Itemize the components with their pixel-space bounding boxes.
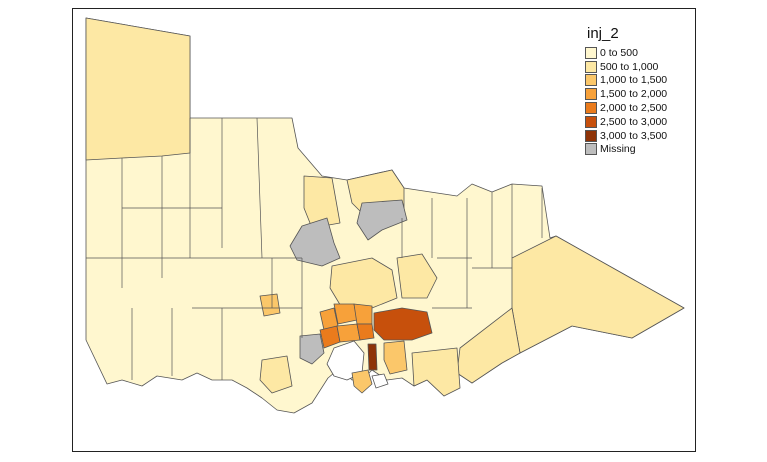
lga-missing-central — [289, 217, 341, 267]
legend-rows: 0 to 500 500 to 1,000 1,000 to 1,500 1,5… — [585, 46, 667, 156]
lga-yarra-ranges — [373, 307, 433, 341]
lga-northwest — [85, 17, 191, 161]
lga-golden-plains — [259, 293, 281, 317]
lga-central-ring — [329, 257, 398, 309]
legend-label: 3,000 to 3,500 — [600, 129, 668, 142]
lga-banyule — [356, 323, 375, 341]
lga-south-gippsland — [411, 347, 461, 397]
legend-swatch — [585, 143, 597, 156]
lga-cardinia — [383, 340, 408, 375]
lga-casey — [367, 343, 378, 371]
legend-item: 0 to 500 — [585, 46, 667, 60]
western-port — [371, 373, 389, 389]
legend-title: inj_2 — [587, 25, 619, 42]
legend-item: 1,500 to 2,000 — [585, 87, 667, 101]
lga-mornington — [351, 369, 373, 394]
legend-item: 2,000 to 2,500 — [585, 101, 667, 115]
legend-swatch — [585, 102, 597, 115]
legend-item: 500 to 1,000 — [585, 60, 667, 74]
legend-item: Missing — [585, 143, 667, 157]
legend-swatch — [585, 46, 597, 59]
legend-swatch — [585, 74, 597, 87]
lga-surf-coast — [259, 355, 293, 394]
legend-label: 0 to 500 — [600, 46, 638, 59]
legend-label: Missing — [600, 143, 636, 156]
legend-label: 1,500 to 2,000 — [600, 88, 668, 101]
legend-label: 2,500 to 3,000 — [600, 115, 668, 128]
lga-east-gippsland — [511, 235, 685, 354]
choropleth-map — [85, 17, 685, 414]
lga-missing-north — [356, 199, 408, 241]
lga-whittlesea — [353, 303, 373, 325]
lga-hume — [333, 303, 358, 325]
legend-swatch — [585, 88, 597, 101]
lga-mitchell — [396, 253, 438, 299]
legend-item: 3,000 to 3,500 — [585, 129, 667, 143]
legend-label: 1,000 to 1,500 — [600, 74, 668, 87]
legend-label: 2,000 to 2,500 — [600, 102, 668, 115]
map-legend: inj_2 0 to 500 500 to 1,000 1,000 to 1,5… — [585, 25, 667, 156]
boundary-lines — [86, 117, 543, 380]
lga-brimbank — [336, 323, 361, 343]
legend-swatch — [585, 60, 597, 73]
legend-swatch — [585, 129, 597, 142]
legend-item: 1,000 to 1,500 — [585, 74, 667, 88]
legend-label: 500 to 1,000 — [600, 60, 659, 73]
legend-item: 2,500 to 3,000 — [585, 115, 667, 129]
legend-swatch — [585, 115, 597, 128]
lga-missing-geelong — [299, 333, 325, 365]
